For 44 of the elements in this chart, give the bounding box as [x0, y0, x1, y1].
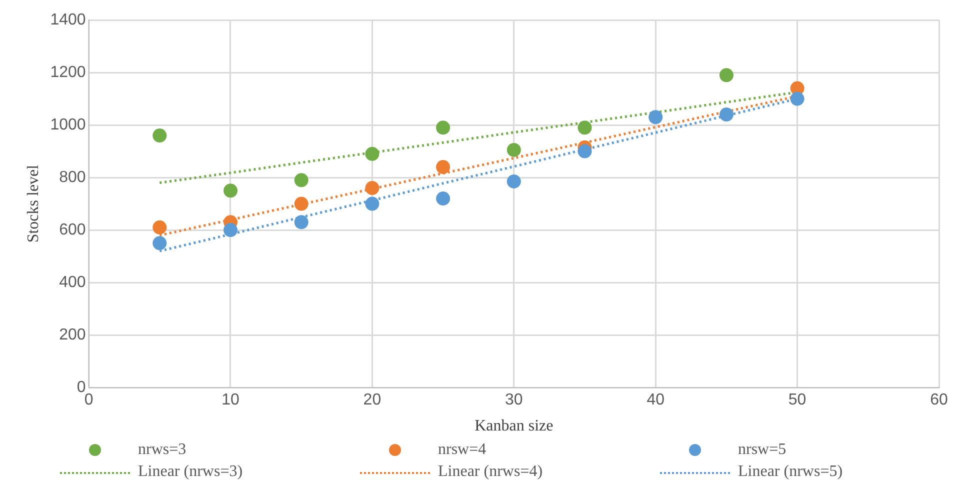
- point: [578, 120, 592, 135]
- point: [294, 196, 308, 211]
- point: [294, 173, 308, 188]
- point: [506, 174, 521, 188]
- point: [365, 181, 380, 196]
- x-tick-label: 30: [505, 392, 523, 409]
- point: [436, 160, 450, 174]
- x-tick-label: 10: [222, 392, 240, 409]
- y-tick-label: 0: [76, 379, 86, 396]
- x-axis-title: Kanban size: [474, 418, 554, 435]
- y-tick-label: 1000: [50, 116, 86, 134]
- point: [719, 108, 734, 122]
- point: [506, 142, 521, 157]
- legend-label: nrsw=4: [438, 441, 486, 459]
- point: [436, 120, 450, 135]
- point: [436, 192, 450, 206]
- y-tick-label: 600: [59, 221, 86, 238]
- point: [223, 184, 238, 198]
- y-tick-label: 800: [59, 168, 86, 186]
- x-tick-label: 20: [363, 392, 382, 409]
- y-tick-label: 1200: [50, 64, 86, 81]
- point: [152, 128, 167, 143]
- point: [294, 215, 308, 230]
- y-tick-label: 200: [59, 326, 86, 344]
- point: [152, 220, 167, 234]
- y-tick-label: 400: [59, 274, 86, 291]
- y-axis-title: Stocks level: [24, 164, 42, 243]
- legend-label: nrws=3: [138, 441, 186, 459]
- point: [152, 236, 167, 250]
- point: [790, 92, 804, 106]
- legend-label: Linear (nrws=3): [138, 463, 243, 481]
- point: [719, 68, 734, 82]
- point: [648, 110, 663, 124]
- legend-label: nrsw=5: [738, 441, 786, 459]
- legend-label: Linear (nrws=4): [438, 463, 543, 481]
- x-tick-label: 60: [930, 392, 948, 409]
- point: [223, 223, 238, 238]
- x-tick-label: 40: [646, 392, 665, 409]
- y-tick-label: 1400: [50, 11, 86, 28]
- point: [365, 196, 380, 211]
- x-tick-label: 50: [788, 392, 806, 409]
- legend-label: Linear (nrws=5): [738, 463, 843, 481]
- point: [365, 146, 380, 161]
- point: [578, 144, 592, 158]
